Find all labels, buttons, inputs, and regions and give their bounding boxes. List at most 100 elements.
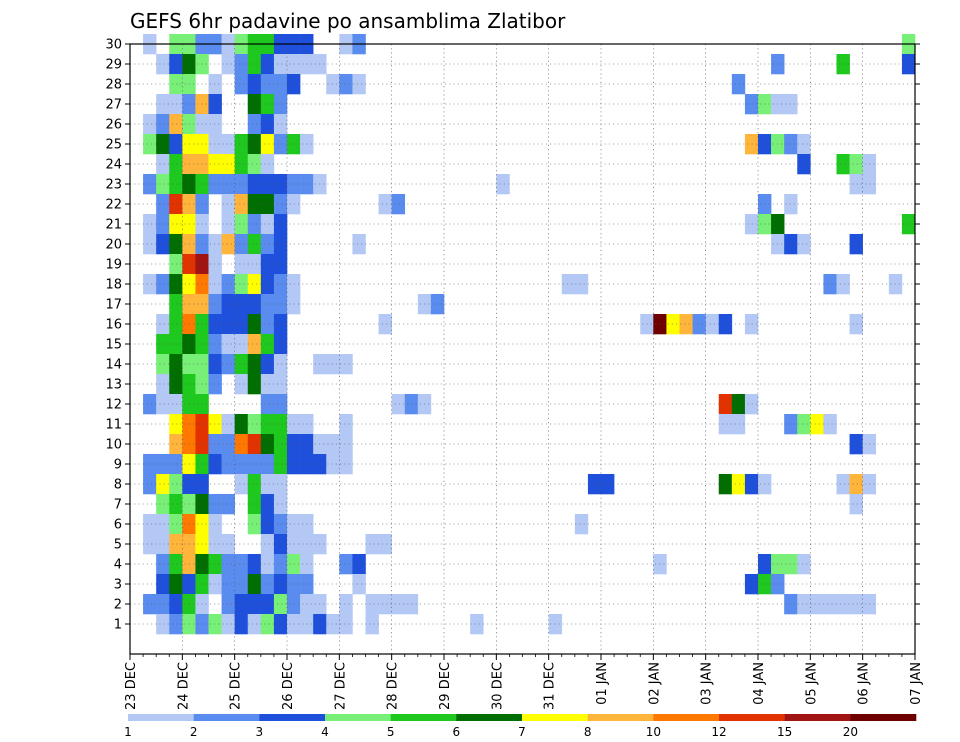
colorbar-swatch	[587, 714, 654, 721]
heatmap-cell	[143, 534, 157, 555]
heatmap-cell	[287, 414, 301, 435]
heatmap-cell	[169, 114, 183, 135]
heatmap-cell	[169, 534, 183, 555]
heatmap-cell	[326, 614, 340, 635]
heatmap-cell	[823, 594, 837, 615]
heatmap-cell	[287, 194, 301, 215]
x-tick-label: 07 JAN	[909, 662, 924, 705]
heatmap-cell	[287, 294, 301, 315]
heatmap-cell	[273, 114, 288, 135]
heatmap-cell	[247, 74, 262, 95]
heatmap-cell	[260, 194, 275, 215]
y-tick-label: 10	[105, 438, 122, 453]
heatmap-cell	[169, 294, 183, 315]
heatmap-cell	[391, 194, 406, 215]
heatmap-cell	[326, 454, 340, 475]
heatmap-cell	[260, 74, 275, 95]
heatmap-cell	[352, 574, 366, 595]
colorbar-swatch	[850, 714, 917, 721]
heatmap-cell	[365, 534, 379, 555]
y-tick-label: 12	[105, 398, 122, 413]
heatmap-cell	[365, 614, 379, 635]
heatmap-cell	[169, 254, 183, 275]
heatmap-cell	[287, 614, 301, 635]
heatmap-cell	[234, 454, 249, 475]
heatmap-cell	[339, 414, 353, 435]
heatmap-cell	[247, 594, 262, 615]
y-tick-label: 23	[105, 178, 122, 193]
heatmap-cell	[273, 134, 288, 155]
y-tick-label: 30	[105, 38, 122, 53]
heatmap-cell	[234, 314, 249, 335]
heatmap-cell	[273, 474, 288, 495]
y-tick-label: 16	[105, 318, 122, 333]
heatmap-cells	[143, 34, 916, 635]
x-tick-label: 03 JAN	[700, 662, 715, 705]
y-tick-label: 1	[114, 618, 122, 633]
heatmap-cell	[234, 434, 249, 455]
heatmap-cell	[234, 254, 249, 275]
heatmap-cell	[273, 314, 288, 335]
heatmap-cell	[234, 274, 249, 295]
heatmap-cell	[169, 494, 183, 515]
colorbar-swatch	[653, 714, 720, 721]
heatmap-cell	[221, 174, 235, 195]
heatmap-cell	[221, 234, 235, 255]
y-tick-label: 26	[105, 118, 122, 133]
heatmap-cell	[339, 614, 353, 635]
heatmap-cell	[143, 594, 157, 615]
colorbar-label: 8	[584, 725, 592, 739]
heatmap-cell	[156, 454, 170, 475]
heatmap-cell	[287, 574, 301, 595]
heatmap-cell	[326, 74, 340, 95]
heatmap-cell	[247, 514, 262, 535]
heatmap-cell	[260, 494, 275, 515]
heatmap-cell	[587, 474, 602, 495]
heatmap-cell	[849, 434, 863, 455]
heatmap-cell	[156, 334, 170, 355]
heatmap-cell	[823, 414, 837, 435]
heatmap-cell	[470, 614, 484, 635]
heatmap-cell	[143, 134, 157, 155]
heatmap-cell	[339, 74, 353, 95]
y-tick-label: 22	[105, 198, 122, 213]
heatmap-cell	[169, 194, 183, 215]
x-axis: 23 DEC 24 DEC 25 DEC 26 DEC 27 DEC 28 DEC 29 D…	[124, 654, 924, 710]
heatmap-cell	[339, 454, 353, 475]
heatmap-cell	[836, 594, 850, 615]
heatmap-cell	[797, 554, 811, 575]
heatmap-cell	[391, 594, 406, 615]
heatmap-cell	[260, 174, 275, 195]
x-tick-label: 27 DEC	[333, 662, 348, 710]
heatmap-cell	[234, 474, 249, 495]
heatmap-cell	[797, 154, 811, 175]
heatmap-cell	[287, 554, 301, 575]
heatmap-cell	[273, 334, 288, 355]
heatmap-cell	[287, 534, 301, 555]
heatmap-cell	[234, 374, 249, 395]
heatmap-cell	[260, 514, 275, 535]
heatmap-cell	[221, 354, 235, 375]
heatmap-cell	[260, 534, 275, 555]
heatmap-cell	[260, 274, 275, 295]
heatmap-cell	[731, 394, 746, 415]
heatmap-cell	[169, 394, 183, 415]
heatmap-cell	[260, 334, 275, 355]
heatmap-cell	[287, 174, 301, 195]
heatmap-cell	[247, 334, 262, 355]
heatmap-cell	[247, 614, 262, 635]
heatmap-cell	[169, 454, 183, 475]
heatmap-cell	[273, 534, 288, 555]
heatmap-cell	[247, 494, 262, 515]
heatmap-cell	[169, 314, 183, 335]
heatmap-cell	[260, 454, 275, 475]
heatmap-cell	[836, 474, 850, 495]
colorbar-label: 4	[321, 725, 329, 739]
heatmap-cell	[221, 214, 235, 235]
y-axis: 1234567891011121314151617181920212223242…	[105, 38, 920, 633]
heatmap-cell	[260, 554, 275, 575]
heatmap-cell	[260, 214, 275, 235]
heatmap-cell	[287, 54, 301, 75]
heatmap-cell	[169, 134, 183, 155]
heatmap-cell	[221, 314, 235, 335]
